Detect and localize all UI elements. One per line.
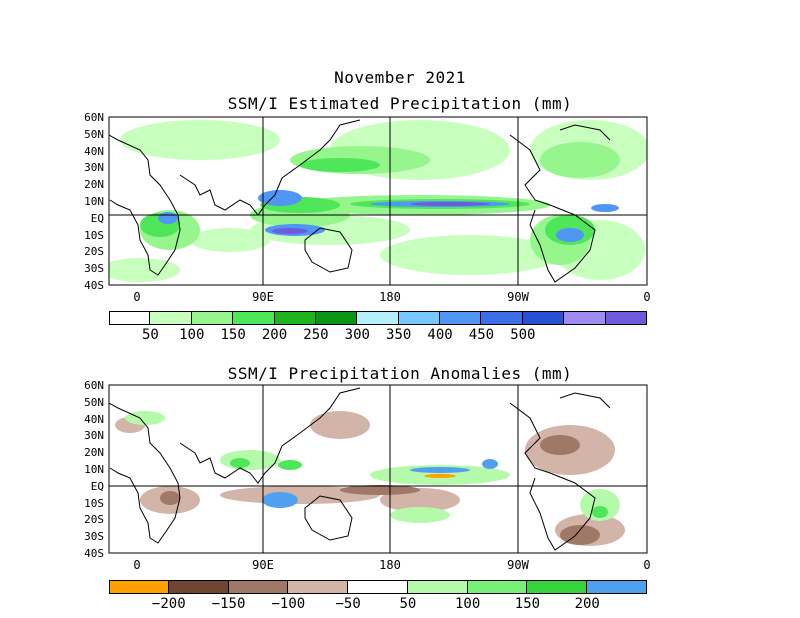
colorbar-label: 100	[179, 327, 205, 343]
colorbar-label: 200	[261, 327, 288, 343]
lat-label: 20S	[84, 245, 104, 259]
precipitation-map	[109, 117, 647, 285]
lat-label: 40N	[84, 144, 104, 158]
colorbar-swatch	[150, 311, 192, 325]
colorbar-label: 150	[514, 596, 541, 612]
lat-label: 30S	[84, 530, 104, 544]
anomaly-map	[109, 385, 647, 553]
colorbar-label: 200	[574, 596, 600, 612]
colorbar-label: −200	[151, 596, 186, 612]
lat-label: 30N	[84, 429, 104, 443]
lat-label: 40S	[84, 547, 104, 560]
colorbar-label: 450	[468, 327, 495, 343]
colorbar-swatch	[191, 311, 234, 325]
colorbar-label: −100	[271, 596, 306, 612]
precipitation-map-title: SSM/I Estimated Precipitation (mm)	[227, 94, 573, 113]
colorbar-label: 250	[303, 327, 329, 343]
precip-field-purple	[272, 202, 490, 234]
lon-label: 0	[643, 558, 651, 572]
lat-label: 30S	[84, 262, 104, 276]
lon-label: 90E	[252, 558, 274, 572]
lon-label: 0	[643, 290, 651, 304]
colorbar-swatch	[348, 580, 408, 594]
colorbar-swatch	[467, 580, 528, 594]
colorbar-swatch	[527, 580, 588, 594]
lat-label: 40S	[84, 279, 104, 292]
colorbar-swatch	[587, 580, 647, 594]
anomaly-field-positive-light	[125, 411, 620, 523]
lat-label: 10S	[84, 228, 104, 242]
lat-label: 50N	[84, 127, 104, 141]
colorbar-label: 100	[455, 596, 481, 612]
colorbar-swatch	[357, 311, 399, 325]
colorbar-swatch	[522, 311, 565, 325]
lat-label: 20S	[84, 513, 104, 527]
lon-label: 0	[133, 290, 141, 304]
map1-frame	[108, 116, 648, 286]
anomaly-field-negative-light	[115, 411, 625, 546]
lat-label: 10N	[84, 463, 104, 476]
lat-label: 20N	[84, 446, 104, 460]
lon-label: 90W	[507, 290, 529, 304]
lat-label: EQ	[90, 479, 104, 493]
lat-label: 50N	[84, 395, 104, 409]
lat-label: 10S	[84, 496, 104, 510]
colorbar-swatch	[288, 580, 349, 594]
lon-label: 90E	[252, 290, 274, 304]
grid-2	[109, 385, 647, 553]
lon-label: 180	[379, 558, 401, 572]
colorbar-swatch	[407, 580, 468, 594]
colorbar-swatch	[168, 580, 229, 594]
colorbar-swatch	[274, 311, 316, 325]
colorbar-swatch	[564, 311, 606, 325]
lat-label: 60N	[84, 379, 104, 392]
lon-label: 180	[379, 290, 401, 304]
colorbar-swatch	[315, 311, 358, 325]
grid-1	[109, 117, 647, 285]
lat-label: 10N	[84, 195, 104, 208]
colorbar-label: −50	[335, 596, 361, 612]
colorbar-label: 50	[399, 596, 417, 612]
colorbar-label: 150	[220, 327, 246, 343]
anomaly-map-title: SSM/I Precipitation Anomalies (mm)	[227, 364, 573, 383]
colorbar-label: 500	[510, 327, 536, 343]
colorbar-swatch	[398, 311, 441, 325]
lat-label: 20N	[84, 178, 104, 192]
colorbar-swatch	[109, 580, 169, 594]
anomaly-field-positive-blue	[262, 459, 498, 508]
anomaly-field-strong-negative	[424, 474, 456, 478]
colorbar-swatch	[233, 311, 275, 325]
map2-frame	[108, 384, 648, 554]
colorbar-label: −150	[211, 596, 246, 612]
colorbar-swatch	[109, 311, 151, 325]
colorbar-label: 50	[141, 327, 159, 343]
colorbar-label: 400	[427, 327, 453, 343]
colorbar-label: 300	[344, 327, 370, 343]
colorbar-label: 350	[386, 327, 412, 343]
colorbar-swatch	[440, 311, 482, 325]
lon-label: 0	[133, 558, 141, 572]
lon-label: 90W	[507, 558, 529, 572]
anomaly-field-positive-green	[230, 458, 608, 518]
lat-label: EQ	[90, 211, 104, 225]
colorbar-swatch	[605, 311, 647, 325]
date-title: November 2021	[334, 68, 466, 87]
coastlines-2	[109, 387, 611, 551]
colorbar-swatch	[481, 311, 523, 325]
lat-label: 60N	[84, 111, 104, 124]
lat-label: 40N	[84, 412, 104, 426]
lat-label: 30N	[84, 161, 104, 175]
colorbar-swatch	[228, 580, 289, 594]
